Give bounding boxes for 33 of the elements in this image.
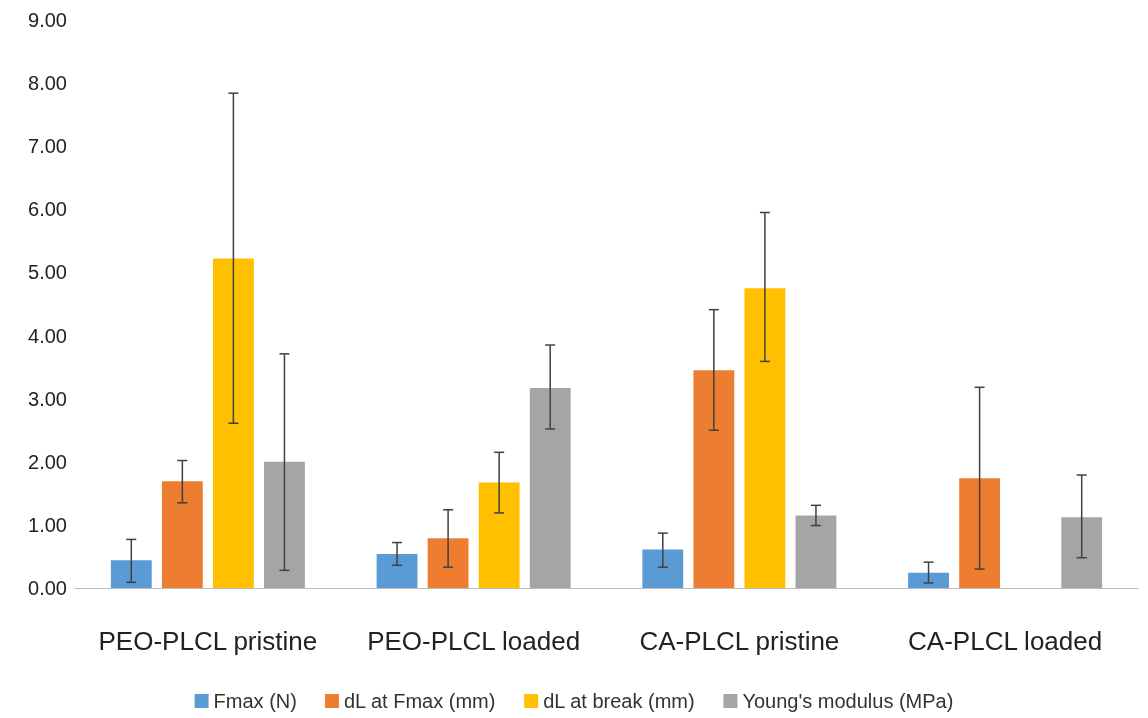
bar: [795, 515, 837, 588]
legend-label: Young's modulus (MPa): [742, 690, 954, 712]
bar: [529, 387, 571, 588]
y-tick-label: 9.00: [28, 9, 67, 31]
bar: [478, 482, 520, 588]
legend-label: dL at break (mm): [543, 690, 695, 712]
bar: [908, 572, 949, 588]
y-tick-label: 6.00: [28, 198, 67, 221]
bar: [110, 560, 152, 588]
y-tick-label: 7.00: [28, 135, 67, 158]
legend-label: Fmax (N): [213, 690, 297, 712]
bar: [161, 481, 203, 588]
x-tick-label: CA-PLCL pristine: [639, 626, 840, 656]
y-tick-label: 8.00: [28, 72, 67, 95]
bar: [693, 370, 735, 588]
x-tick-label: CA-PLCL loaded: [908, 626, 1103, 656]
bar: [427, 538, 469, 588]
bar: [1061, 517, 1103, 588]
y-tick-label: 2.00: [28, 450, 67, 473]
bar: [212, 258, 254, 588]
bar: [376, 553, 418, 588]
bar: [744, 288, 786, 588]
y-tick-label: 0.00: [28, 577, 67, 599]
y-tick-label: 3.00: [28, 387, 67, 410]
x-tick-label: PEO-PLCL pristine: [98, 626, 318, 656]
y-tick-label: 5.00: [28, 261, 67, 284]
bar: [642, 549, 684, 588]
legend-label: dL at Fmax (mm): [343, 690, 496, 712]
x-tick-label: PEO-PLCL loaded: [367, 626, 581, 656]
y-tick-label: 1.00: [28, 513, 67, 536]
y-tick-label: 4.00: [28, 324, 67, 347]
bar: [959, 478, 1001, 588]
bar: [264, 461, 305, 588]
